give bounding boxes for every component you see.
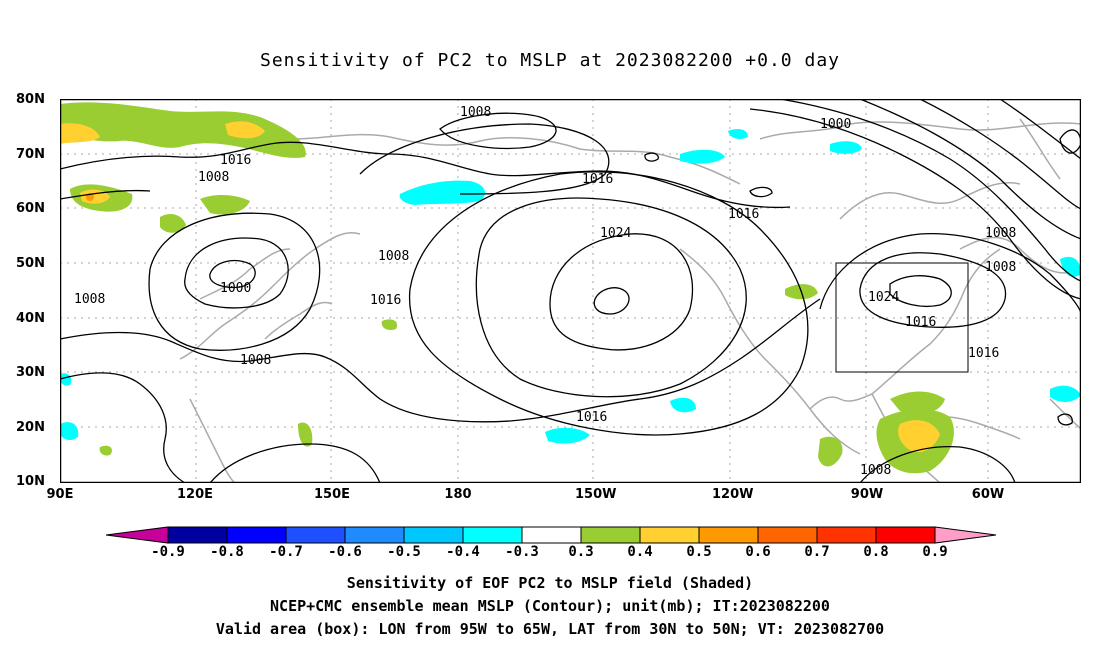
shade-negative xyxy=(728,129,748,139)
mslp-contours xyxy=(60,99,1081,483)
contour-label: 1008 xyxy=(985,260,1016,275)
caption-line: NCEP+CMC ensemble mean MSLP (Contour); u… xyxy=(270,597,830,615)
shade-positive xyxy=(225,121,265,139)
colorbar-label: 0.7 xyxy=(804,544,830,560)
colorbar-swatch xyxy=(285,526,346,544)
caption-line: Valid area (box): LON from 95W to 65W, L… xyxy=(215,620,885,638)
colorbar-label: -0.6 xyxy=(328,544,362,560)
lon-label: 120W xyxy=(712,487,754,502)
colorbar-label: 0.8 xyxy=(863,544,889,560)
map-frame xyxy=(60,99,1081,483)
lat-label: 40N xyxy=(16,311,45,326)
contour-label: 1024 xyxy=(600,226,631,241)
shade-negative xyxy=(399,180,486,205)
colorbar-swatch xyxy=(875,526,936,544)
lat-label: 50N xyxy=(16,256,45,271)
lat-label: 60N xyxy=(16,201,45,216)
lon-label: 90E xyxy=(46,487,74,502)
contour-label: 1000 xyxy=(220,281,251,296)
shade-positive xyxy=(60,123,100,144)
colorbar-label: -0.4 xyxy=(446,544,480,560)
lat-label: 20N xyxy=(16,420,45,435)
contour-labels: 1008 1000 1016 1008 1016 1024 1008 1008 … xyxy=(74,105,1016,478)
contour-label: 1008 xyxy=(460,105,491,120)
colorbar-high-arrow xyxy=(934,526,996,544)
colorbar-swatch xyxy=(698,526,759,544)
colorbar-swatch xyxy=(226,526,287,544)
contour-label: 1008 xyxy=(198,170,229,185)
colorbar-swatch xyxy=(167,526,228,544)
colorbar-swatch xyxy=(521,526,582,544)
contour-label: 1016 xyxy=(220,153,251,168)
colorbar-swatch xyxy=(403,526,464,544)
contour-label: 1016 xyxy=(728,207,759,222)
sensitivity-shading xyxy=(60,102,1081,474)
shade-negative xyxy=(1060,256,1081,277)
contour-label: 1000 xyxy=(820,117,851,132)
colorbar xyxy=(106,526,996,544)
shade-positive xyxy=(200,195,250,215)
shade-negative xyxy=(680,149,725,164)
shade-positive xyxy=(60,102,306,158)
contour-label: 1008 xyxy=(378,249,409,264)
shade-negative xyxy=(60,373,72,386)
lon-label: 150W xyxy=(575,487,617,502)
shade-negative xyxy=(1050,385,1081,402)
valid-area-box xyxy=(835,262,969,373)
colorbar-label: -0.5 xyxy=(387,544,421,560)
colorbar-swatch xyxy=(580,526,641,544)
lon-label: 120E xyxy=(176,487,214,502)
shade-positive xyxy=(890,391,945,414)
lat-label: 70N xyxy=(16,147,45,162)
colorbar-label: 0.5 xyxy=(686,544,712,560)
contour-label: 1016 xyxy=(370,293,401,308)
map-plot: 1008 1000 1016 1008 1016 1024 1008 1008 … xyxy=(60,99,1081,483)
contour-label: 1008 xyxy=(74,292,105,307)
contour-label: 1016 xyxy=(968,346,999,361)
shade-negative xyxy=(830,141,862,154)
colorbar-low-arrow xyxy=(106,526,169,544)
map-title: Sensitivity of PC2 to MSLP at 2023082200… xyxy=(259,50,840,71)
colorbar-label: -0.7 xyxy=(269,544,303,560)
contour-label: 1008 xyxy=(860,463,891,478)
lon-label: 150E xyxy=(313,487,351,502)
shade-positive xyxy=(99,445,112,456)
contour-label: 1016 xyxy=(905,315,936,330)
contour-label: 1008 xyxy=(240,353,271,368)
contour-label: 1016 xyxy=(582,172,613,187)
lat-label: 30N xyxy=(16,365,45,380)
grid-lines xyxy=(60,99,1081,483)
colorbar-swatch xyxy=(344,526,405,544)
lat-label: 10N xyxy=(16,474,45,489)
shade-positive xyxy=(298,422,313,447)
shade-positive xyxy=(160,213,186,233)
shade-positive xyxy=(818,436,843,467)
colorbar-label: -0.3 xyxy=(505,544,539,560)
lon-label: 180 xyxy=(444,487,472,502)
shade-positive xyxy=(898,420,940,453)
shade-negative xyxy=(60,422,79,441)
contour-label: 1008 xyxy=(985,226,1016,241)
shade-negative xyxy=(670,397,696,413)
colorbar-swatch xyxy=(816,526,877,544)
shade-negative xyxy=(545,427,590,444)
colorbar-label: -0.8 xyxy=(210,544,244,560)
lon-label: 60W xyxy=(971,487,1005,502)
colorbar-label: 0.3 xyxy=(568,544,594,560)
colorbar-label: 0.6 xyxy=(745,544,771,560)
colorbar-label: -0.9 xyxy=(151,544,185,560)
colorbar-label: 0.4 xyxy=(627,544,653,560)
colorbar-label: 0.9 xyxy=(922,544,948,560)
colorbar-swatch xyxy=(757,526,818,544)
contour-label: 1016 xyxy=(576,410,607,425)
colorbar-swatch xyxy=(462,526,523,544)
contour-label: 1024 xyxy=(868,290,899,305)
lat-label: 80N xyxy=(16,92,45,107)
lon-label: 90W xyxy=(850,487,884,502)
caption-line: Sensitivity of EOF PC2 to MSLP field (Sh… xyxy=(346,574,754,592)
colorbar-swatch xyxy=(639,526,700,544)
shade-positive xyxy=(381,319,398,331)
